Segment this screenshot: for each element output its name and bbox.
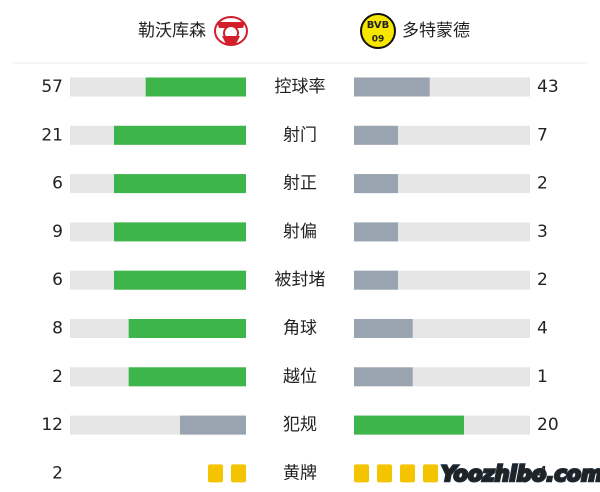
away-card — [377, 464, 392, 483]
home-value: 6 — [52, 270, 63, 290]
away-value: 43 — [537, 77, 559, 97]
away-bar — [354, 77, 430, 97]
home-value: 21 — [41, 125, 63, 145]
home-value: 57 — [41, 77, 63, 97]
home-bar — [128, 319, 246, 338]
away-bar — [354, 270, 398, 290]
home-bar — [114, 125, 246, 145]
stat-label: 射偏 — [283, 222, 317, 242]
away-logo: BVB 09 — [360, 13, 396, 49]
home-bar — [114, 270, 246, 290]
away-bar — [354, 222, 398, 242]
home-bar — [145, 77, 246, 97]
away-value: 4 — [537, 319, 548, 339]
away-card — [423, 464, 438, 483]
stat-label: 射正 — [283, 174, 317, 194]
away-value: 4 — [537, 463, 548, 483]
away-bar — [354, 174, 398, 194]
home-card — [208, 464, 223, 483]
home-card — [231, 464, 246, 483]
watermark: Yoozhibo.com — [441, 462, 600, 486]
away-value: 2 — [537, 270, 548, 290]
home-team-name: 勒沃库森 — [138, 21, 206, 41]
stat-label: 越位 — [283, 367, 317, 387]
home-logo — [214, 16, 248, 46]
svg-text:BVB: BVB — [367, 20, 390, 31]
away-team-name: 多特蒙德 — [402, 21, 470, 41]
away-bar — [354, 415, 464, 435]
away-card — [354, 464, 369, 483]
stat-label: 犯规 — [283, 415, 317, 435]
home-value: 8 — [52, 319, 63, 339]
home-bar — [114, 174, 246, 194]
home-value: 6 — [52, 174, 63, 194]
home-value: 2 — [52, 463, 63, 483]
away-value: 3 — [537, 222, 548, 242]
svg-text:09: 09 — [372, 35, 385, 45]
home-value: 2 — [52, 367, 63, 387]
home-bar — [128, 367, 246, 387]
home-bar — [180, 415, 246, 435]
away-bar — [354, 319, 413, 338]
stat-label: 控球率 — [275, 77, 326, 97]
stat-label: 黄牌 — [283, 463, 317, 483]
away-bar — [354, 367, 413, 387]
away-bar — [354, 125, 398, 145]
away-value: 7 — [537, 125, 548, 145]
away-value: 20 — [537, 415, 559, 435]
stat-label: 角球 — [283, 319, 317, 339]
stat-label: 射门 — [283, 125, 317, 145]
home-bar — [114, 222, 246, 242]
home-value: 12 — [41, 415, 63, 435]
away-value: 1 — [537, 367, 548, 387]
stat-label: 被封堵 — [275, 270, 326, 290]
away-value: 2 — [537, 174, 548, 194]
away-card — [400, 464, 415, 483]
home-value: 9 — [52, 222, 63, 242]
